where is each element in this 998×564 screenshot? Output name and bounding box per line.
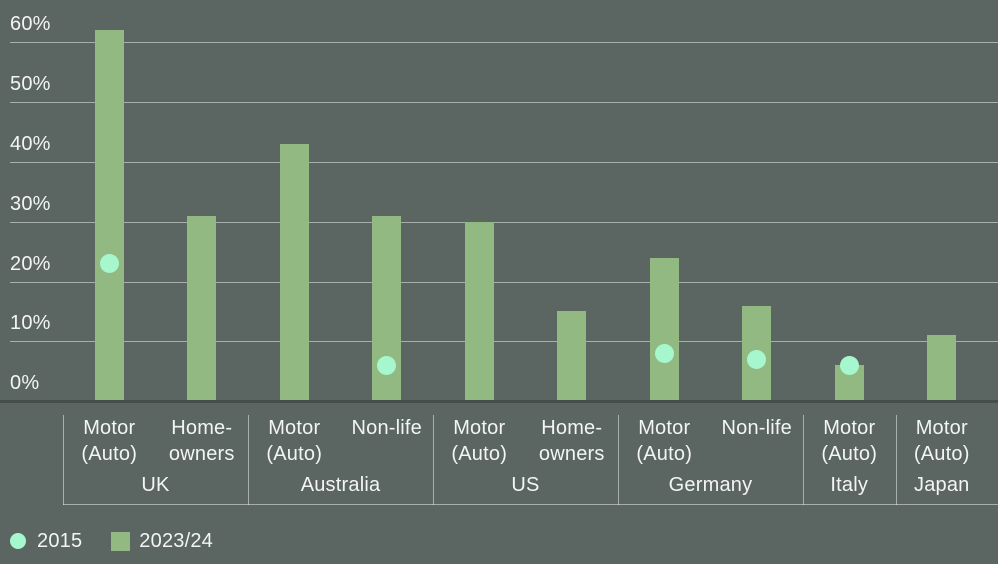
x-axis-category-label-line: (Auto) xyxy=(821,442,878,465)
x-axis-category-label: Motor (Auto) xyxy=(248,416,341,467)
x-axis-bottom-rule xyxy=(63,503,998,505)
x-axis-category-label: Home-owners xyxy=(156,416,249,467)
x-axis-category-label: Motor (Auto) xyxy=(433,416,526,467)
x-axis-baseline xyxy=(0,400,998,404)
y-axis-tick-label: 50% xyxy=(10,72,51,95)
legend-swatch-2023-24-square xyxy=(111,531,131,551)
axis-group-divider xyxy=(248,415,249,505)
legend-item-2015: 2015 xyxy=(10,530,82,553)
bar-2023-24 xyxy=(927,335,957,402)
bar-2023-24 xyxy=(557,311,587,402)
x-axis-category-label-line: Motor xyxy=(915,417,968,439)
x-axis-group-label-australia: Australia xyxy=(300,473,381,496)
x-axis-category-label-line: Non-life xyxy=(721,417,793,439)
legend: 2015 2023/24 xyxy=(10,528,213,554)
gridline xyxy=(10,161,998,163)
x-axis-group-label-italy: Italy xyxy=(830,473,869,496)
gridline xyxy=(10,41,998,43)
x-axis-category-label-line: Motor xyxy=(638,417,691,439)
y-axis-tick-label: 20% xyxy=(10,252,51,275)
x-axis-category-label-line: Non-life xyxy=(351,417,423,439)
x-axis-category-label: Motor (Auto) xyxy=(63,416,156,467)
gridline xyxy=(10,101,998,103)
x-axis-category-label-line: (Auto) xyxy=(636,442,693,465)
x-axis-group-label-uk: UK xyxy=(141,473,170,496)
x-axis-group-label-us: US xyxy=(511,473,540,496)
x-axis-category-label-line: (Auto) xyxy=(81,442,138,465)
x-axis-category-label-line: Home- xyxy=(541,417,603,439)
x-axis-category-label: Non-life xyxy=(711,416,804,442)
gridline xyxy=(10,281,998,283)
x-axis-category-label-line: Motor xyxy=(268,417,321,439)
gridline xyxy=(10,221,998,223)
x-axis-group-label-japan: Japan xyxy=(914,473,970,496)
x-axis-group-label-germany: Germany xyxy=(668,473,753,496)
x-axis-category-label: Motor (Auto) xyxy=(803,416,896,467)
legend-swatch-2015-circle xyxy=(10,533,26,549)
dot-2015 xyxy=(839,355,859,375)
x-axis-category-label: Motor (Auto) xyxy=(896,416,989,467)
bar-2023-24 xyxy=(279,143,309,402)
y-axis-tick-label: 0% xyxy=(10,372,40,395)
dot-2015 xyxy=(377,355,397,375)
y-axis-tick-label: 60% xyxy=(10,12,51,35)
axis-group-divider xyxy=(895,415,897,505)
dot-2015 xyxy=(654,343,674,363)
x-axis-category-label: Motor (Auto) xyxy=(618,416,711,467)
bar-2023-24 xyxy=(94,29,124,402)
axis-group-divider xyxy=(803,415,804,505)
x-axis-category-label: Non-life xyxy=(341,416,434,442)
dot-2015 xyxy=(747,349,767,369)
bar-2023-24 xyxy=(649,257,679,402)
x-axis-category-label-line: (Auto) xyxy=(913,442,970,465)
x-axis-category-label-line: owners xyxy=(168,442,235,465)
legend-label-2015: 2015 xyxy=(37,529,83,552)
x-axis-category-label-line: (Auto) xyxy=(451,442,508,465)
x-axis-category-label-line: (Auto) xyxy=(266,442,323,465)
y-axis-tick-label: 40% xyxy=(10,132,51,155)
x-axis-category-label: Home-owners xyxy=(526,416,619,467)
bar-2023-24 xyxy=(464,221,494,402)
axis-group-divider xyxy=(433,415,434,505)
axis-group-divider xyxy=(618,415,619,505)
x-axis-category-label-line: owners xyxy=(538,442,605,465)
x-axis-category-label-line: Motor xyxy=(823,417,876,439)
gridline xyxy=(10,341,998,343)
legend-label-2023-24: 2023/24 xyxy=(139,529,213,552)
x-axis-category-label-line: Motor xyxy=(83,417,136,439)
bar-2023-24 xyxy=(187,215,217,402)
x-axis-category-label-line: Motor xyxy=(453,417,506,439)
dot-2015 xyxy=(99,254,119,273)
x-axis-category-label-line: Home- xyxy=(171,417,233,439)
y-axis-tick-label: 10% xyxy=(10,312,51,335)
axis-group-divider xyxy=(63,415,64,505)
y-axis-tick-label: 30% xyxy=(10,192,51,215)
legend-item-2023-24: 2023/24 xyxy=(111,530,213,553)
